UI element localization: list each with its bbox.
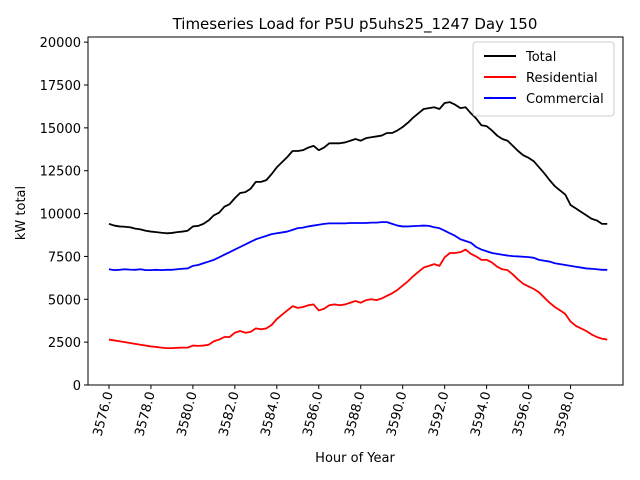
legend-label-commercial: Commercial: [526, 92, 604, 107]
y-tick-label: 17500: [40, 79, 81, 94]
y-tick-label: 5000: [48, 293, 81, 308]
x-tick-label: 3588.0: [342, 390, 368, 438]
y-tick-label: 7500: [48, 250, 81, 265]
y-tick-label: 12500: [40, 165, 81, 180]
x-tick-label: 3586.0: [300, 390, 326, 438]
x-tick-label: 3582.0: [216, 390, 242, 438]
y-tick-label: 10000: [40, 208, 81, 223]
x-tick-label: 3576.0: [91, 390, 117, 438]
y-tick-label: 2500: [48, 336, 81, 351]
x-tick-label: 3580.0: [175, 390, 201, 438]
chart-title: Timeseries Load for P5U p5uhs25_1247 Day…: [172, 15, 538, 34]
legend: Total Residential Commercial: [472, 41, 615, 117]
y-tick-label: 0: [73, 379, 81, 394]
x-tick-label: 3598.0: [552, 390, 578, 438]
y-axis-title: kW total: [14, 186, 29, 240]
x-tick-label: 3594.0: [468, 390, 494, 438]
series-line-residential: [108, 248, 608, 350]
y-tick-label: 15000: [40, 122, 81, 137]
series-layer: [108, 101, 608, 350]
x-axis-title: Hour of Year: [315, 451, 395, 466]
x-tick-label: 3590.0: [384, 390, 410, 438]
y-axis: 0 2500 5000 7500 10000 12500 15000 17500 20000: [40, 36, 88, 394]
x-axis: 3576.0 3578.0 3580.0 3582.0 3584.0 3586.0 3588…: [91, 385, 578, 438]
plot-frame: [87, 36, 624, 386]
series-line-commercial: [108, 221, 608, 272]
x-tick-label: 3584.0: [258, 390, 284, 438]
x-tick-label: 3592.0: [426, 390, 452, 438]
legend-label-residential: Residential: [526, 71, 598, 86]
y-tick-label: 20000: [40, 36, 81, 51]
x-tick-label: 3578.0: [133, 390, 159, 438]
legend-label-total: Total: [525, 50, 556, 65]
x-tick-label: 3596.0: [510, 390, 536, 438]
series-line-total: [108, 101, 608, 235]
